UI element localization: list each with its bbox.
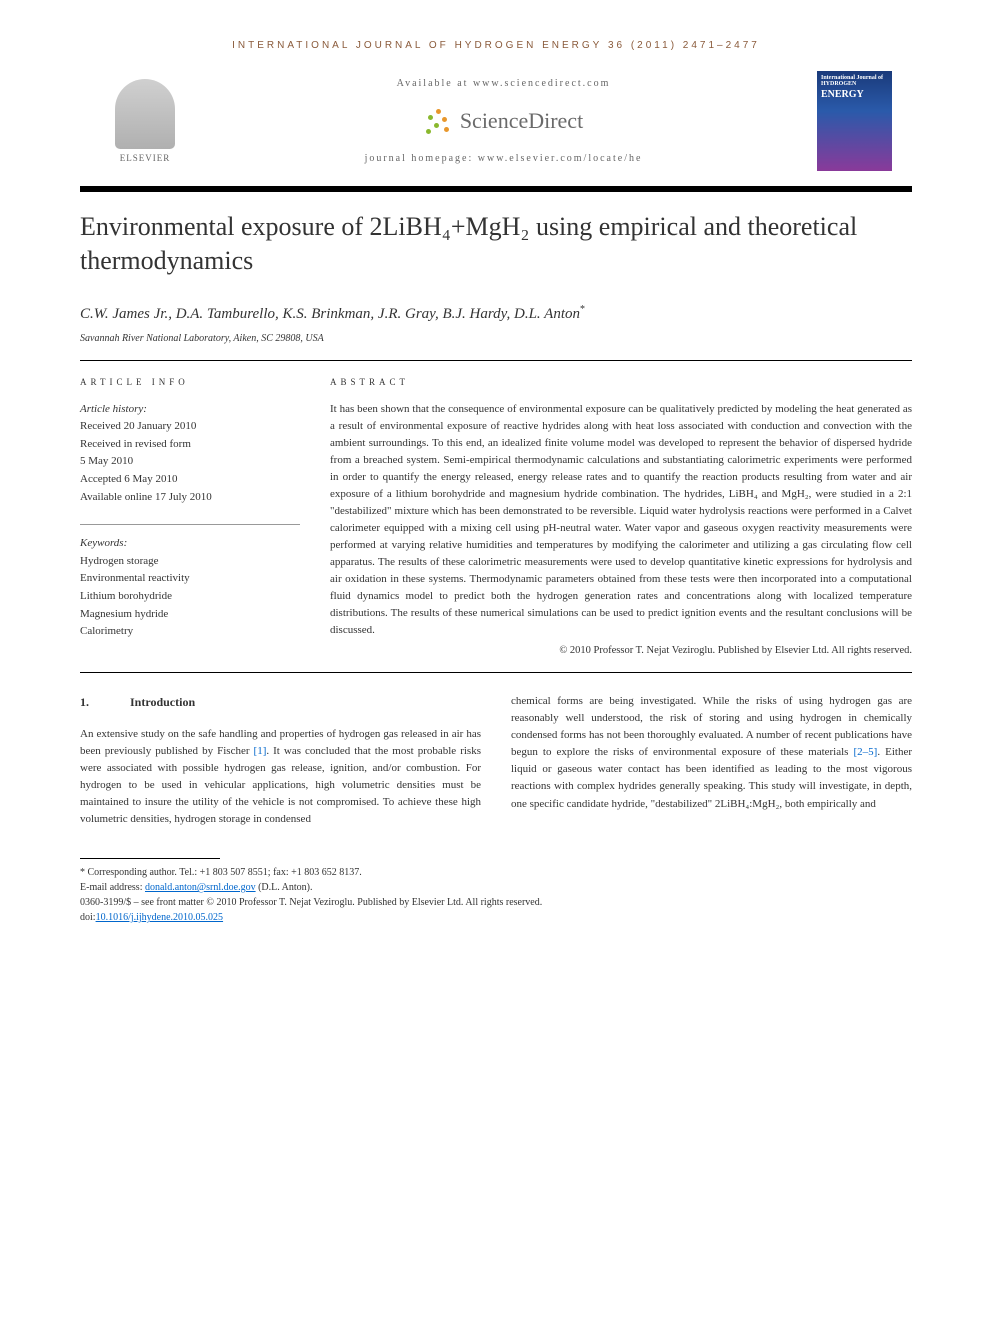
issn-line: 0360-3199/$ – see front matter © 2010 Pr… xyxy=(80,895,912,910)
affiliation: Savannah River National Laboratory, Aike… xyxy=(80,333,912,344)
sciencedirect-logo[interactable]: ScienceDirect xyxy=(190,107,817,135)
sciencedirect-dots-icon xyxy=(424,107,452,135)
authors-names: C.W. James Jr., D.A. Tamburello, K.S. Br… xyxy=(80,306,580,322)
email-footnote: E-mail address: donald.anton@srnl.doe.go… xyxy=(80,880,912,895)
elsevier-label: ELSEVIER xyxy=(120,153,171,163)
body-columns: 1.Introduction An extensive study on the… xyxy=(80,693,912,828)
article-info-body: Article history: Received 20 January 201… xyxy=(80,401,300,641)
doi-link[interactable]: 10.1016/j.ijhydene.2010.05.025 xyxy=(96,912,224,923)
keyword-1: Environmental reactivity xyxy=(80,570,300,588)
body-col-right: chemical forms are being investigated. W… xyxy=(511,693,912,828)
doi-line: doi:10.1016/j.ijhydene.2010.05.025 xyxy=(80,910,912,925)
article-info-col: ARTICLE INFO Article history: Received 2… xyxy=(80,377,300,657)
history-accepted: Accepted 6 May 2010 xyxy=(80,471,300,489)
homepage-text: journal homepage: www.elsevier.com/locat… xyxy=(190,153,817,164)
history-revised-2: 5 May 2010 xyxy=(80,453,300,471)
abstract-label: ABSTRACT xyxy=(330,377,912,387)
corresponding-footnote: * Corresponding author. Tel.: +1 803 507… xyxy=(80,865,912,880)
history-label: Article history: xyxy=(80,401,300,419)
abstract-col: ABSTRACT It has been shown that the cons… xyxy=(330,377,912,657)
keyword-2: Lithium borohydride xyxy=(80,588,300,606)
cover-line3: ENERGY xyxy=(821,89,888,100)
sciencedirect-text: ScienceDirect xyxy=(460,108,583,134)
email-suffix: (D.L. Anton). xyxy=(256,882,313,893)
section-1-num: 1. xyxy=(80,693,130,712)
body-right-text: chemical forms are being investigated. W… xyxy=(511,693,912,812)
authors-line: C.W. James Jr., D.A. Tamburello, K.S. Br… xyxy=(80,304,912,323)
section-1-title: Introduction xyxy=(130,695,195,709)
divider-thin-1 xyxy=(80,360,912,361)
footnote-separator xyxy=(80,858,220,859)
article-title: Environmental exposure of 2LiBH₄+MgH₂ us… xyxy=(80,210,912,278)
divider-thick xyxy=(80,186,912,192)
article-info-label: ARTICLE INFO xyxy=(80,377,300,387)
footnotes: * Corresponding author. Tel.: +1 803 507… xyxy=(80,865,912,925)
keyword-4: Calorimetry xyxy=(80,623,300,641)
cover-line2: HYDROGEN xyxy=(821,81,888,87)
abstract-text: It has been shown that the consequence o… xyxy=(330,401,912,640)
available-text: Available at www.sciencedirect.com xyxy=(190,78,817,89)
keyword-3: Magnesium hydride xyxy=(80,606,300,624)
email-label: E-mail address: xyxy=(80,882,145,893)
publisher-header: ELSEVIER Available at www.sciencedirect.… xyxy=(80,71,912,171)
history-online: Available online 17 July 2010 xyxy=(80,489,300,507)
history-revised-1: Received in revised form xyxy=(80,436,300,454)
body-left-text: An extensive study on the safe handling … xyxy=(80,726,481,828)
info-abstract-row: ARTICLE INFO Article history: Received 2… xyxy=(80,377,912,657)
body-col-left: 1.Introduction An extensive study on the… xyxy=(80,693,481,828)
email-link[interactable]: donald.anton@srnl.doe.gov xyxy=(145,882,256,893)
divider-thin-2 xyxy=(80,672,912,673)
journal-cover-thumb[interactable]: International Journal of HYDROGEN ENERGY xyxy=(817,71,892,171)
corresponding-marker: * xyxy=(580,304,585,315)
elsevier-tree-icon xyxy=(115,79,175,149)
doi-label: doi: xyxy=(80,912,96,923)
journal-header: INTERNATIONAL JOURNAL OF HYDROGEN ENERGY… xyxy=(80,40,912,51)
history-received: Received 20 January 2010 xyxy=(80,418,300,436)
section-1-heading: 1.Introduction xyxy=(80,693,481,712)
keyword-0: Hydrogen storage xyxy=(80,553,300,571)
center-info: Available at www.sciencedirect.com Scien… xyxy=(190,78,817,164)
copyright-line: © 2010 Professor T. Nejat Veziroglu. Pub… xyxy=(330,645,912,656)
elsevier-logo[interactable]: ELSEVIER xyxy=(100,71,190,171)
keywords-label: Keywords: xyxy=(80,524,300,553)
